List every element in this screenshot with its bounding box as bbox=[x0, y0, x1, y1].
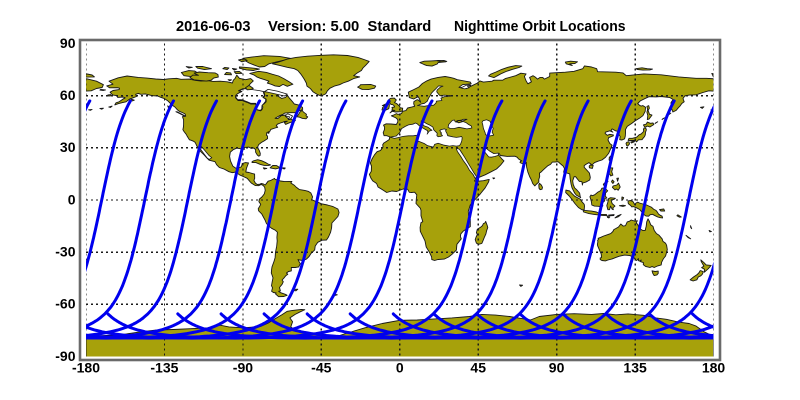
svg-text:90: 90 bbox=[60, 35, 76, 51]
svg-text:135: 135 bbox=[623, 360, 647, 376]
svg-text:Nighttime Orbit Locations: Nighttime Orbit Locations bbox=[454, 18, 626, 35]
svg-text:-90: -90 bbox=[233, 360, 253, 376]
svg-text:0: 0 bbox=[396, 360, 404, 376]
svg-text:2016-06-03: 2016-06-03 bbox=[176, 18, 251, 35]
svg-text:-45: -45 bbox=[311, 360, 331, 376]
svg-text:0: 0 bbox=[68, 191, 76, 207]
svg-text:Standard: Standard bbox=[368, 18, 432, 35]
svg-text:Version: 5.00: Version: 5.00 bbox=[268, 18, 359, 35]
svg-text:180: 180 bbox=[702, 360, 726, 376]
svg-text:-90: -90 bbox=[55, 348, 75, 364]
svg-text:90: 90 bbox=[549, 360, 565, 376]
svg-text:-60: -60 bbox=[55, 296, 75, 312]
svg-text:-180: -180 bbox=[72, 360, 100, 376]
svg-text:60: 60 bbox=[60, 87, 76, 103]
svg-text:-30: -30 bbox=[55, 244, 75, 260]
svg-text:45: 45 bbox=[470, 360, 486, 376]
svg-text:-135: -135 bbox=[150, 360, 178, 376]
svg-text:30: 30 bbox=[60, 139, 76, 155]
